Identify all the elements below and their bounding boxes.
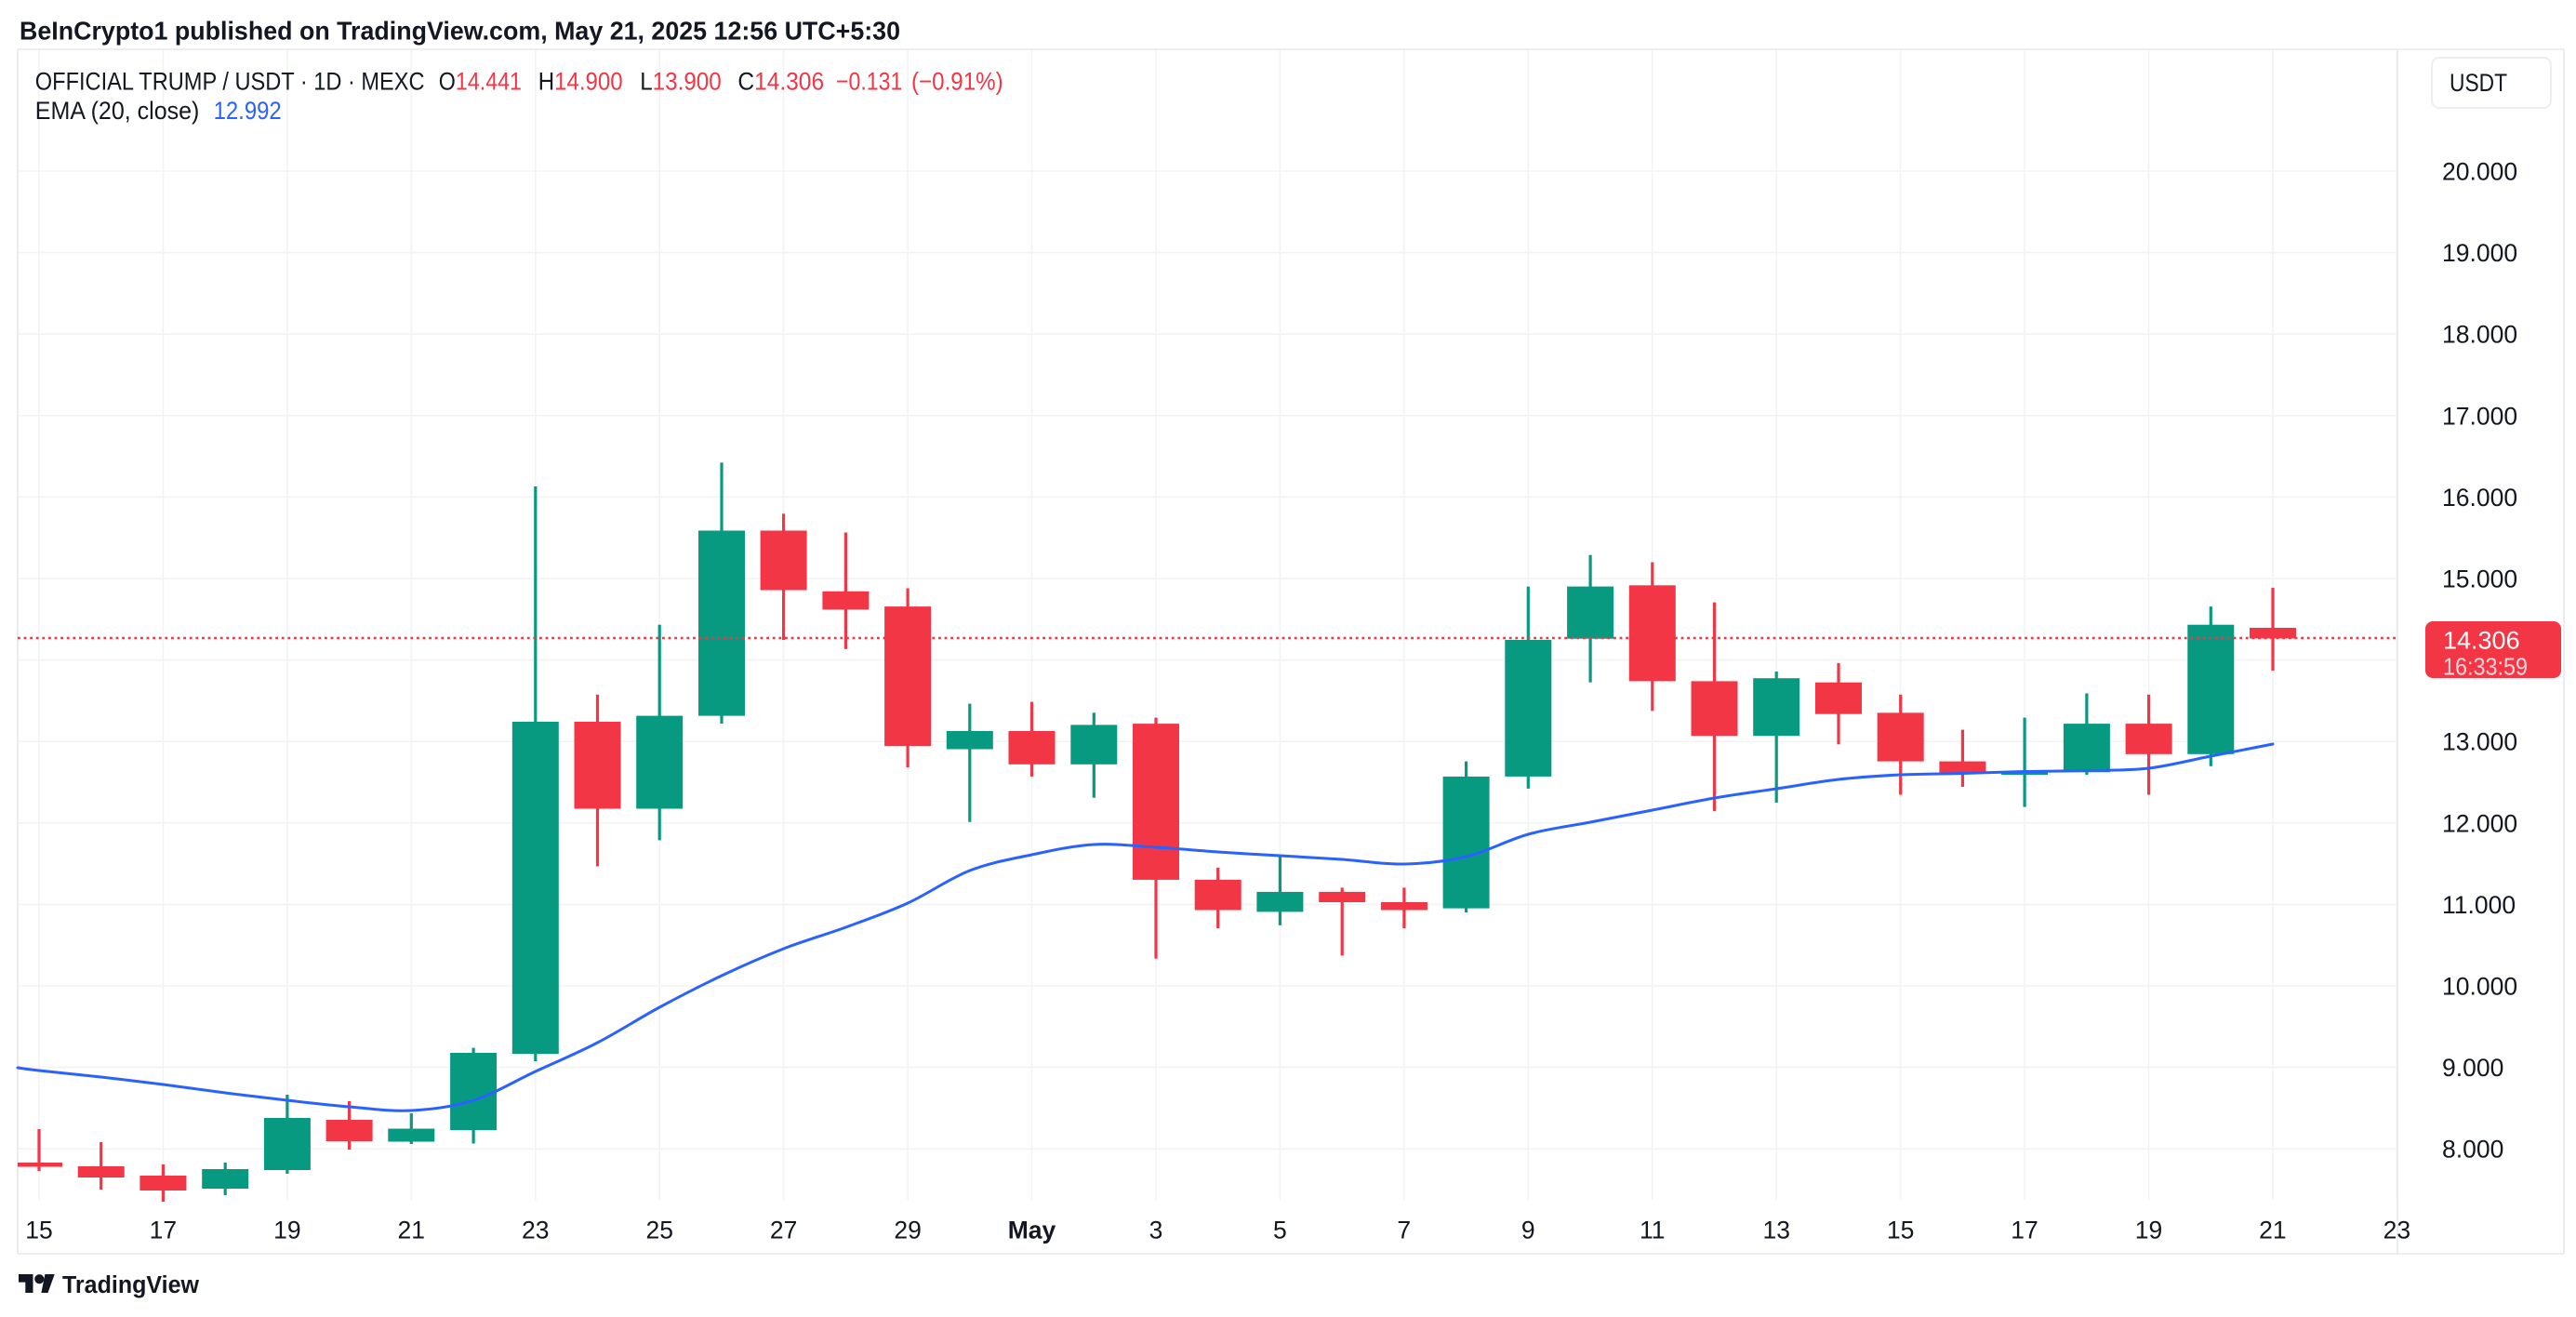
svg-text:16:33:59: 16:33:59 xyxy=(2443,655,2528,681)
svg-text:L13.900: L13.900 xyxy=(640,68,722,96)
svg-text:19: 19 xyxy=(273,1217,300,1244)
svg-text:8.000: 8.000 xyxy=(2442,1136,2503,1164)
svg-text:27: 27 xyxy=(770,1217,797,1244)
svg-text:21: 21 xyxy=(398,1217,425,1244)
svg-text:14.306: 14.306 xyxy=(2443,627,2520,655)
svg-text:17.000: 17.000 xyxy=(2442,402,2517,430)
svg-text:15: 15 xyxy=(25,1217,52,1244)
svg-text:15.000: 15.000 xyxy=(2442,565,2517,593)
svg-text:USDT: USDT xyxy=(2450,69,2507,97)
svg-text:10.000: 10.000 xyxy=(2442,973,2517,1001)
svg-text:25: 25 xyxy=(645,1217,672,1244)
svg-text:EMA (20, close): EMA (20, close) xyxy=(35,97,200,125)
svg-text:13.000: 13.000 xyxy=(2442,728,2517,756)
svg-text:O14.441: O14.441 xyxy=(439,68,522,96)
svg-text:12.000: 12.000 xyxy=(2442,809,2517,837)
svg-text:17: 17 xyxy=(2011,1217,2038,1244)
svg-text:23: 23 xyxy=(2383,1217,2410,1244)
svg-text:21: 21 xyxy=(2259,1217,2286,1244)
svg-text:16.000: 16.000 xyxy=(2442,484,2517,512)
svg-text:3: 3 xyxy=(1149,1217,1163,1244)
svg-text:−0.131: −0.131 xyxy=(836,68,902,96)
svg-text:11: 11 xyxy=(1640,1217,1666,1244)
svg-text:9: 9 xyxy=(1521,1217,1535,1244)
svg-text:11.000: 11.000 xyxy=(2442,891,2516,919)
svg-text:May: May xyxy=(1008,1217,1056,1244)
svg-text:17: 17 xyxy=(150,1217,177,1244)
svg-text:29: 29 xyxy=(894,1217,921,1244)
svg-text:TradingView: TradingView xyxy=(62,1272,199,1298)
svg-text:18.000: 18.000 xyxy=(2442,321,2517,349)
svg-text:19.000: 19.000 xyxy=(2442,239,2517,267)
svg-text:5: 5 xyxy=(1273,1217,1287,1244)
svg-text:7: 7 xyxy=(1397,1217,1411,1244)
svg-text:19: 19 xyxy=(2135,1217,2162,1244)
svg-text:BeInCrypto1 published on Tradi: BeInCrypto1 published on TradingView.com… xyxy=(20,17,900,46)
svg-text:15: 15 xyxy=(1887,1217,1914,1244)
svg-text:12.992: 12.992 xyxy=(214,97,282,125)
svg-text:13: 13 xyxy=(1762,1217,1789,1244)
svg-text:20.000: 20.000 xyxy=(2442,158,2517,186)
svg-text:H14.900: H14.900 xyxy=(538,68,623,96)
svg-text:C14.306: C14.306 xyxy=(737,68,824,96)
svg-text:(−0.91%): (−0.91%) xyxy=(911,68,1003,96)
svg-text:9.000: 9.000 xyxy=(2442,1054,2503,1082)
svg-text:23: 23 xyxy=(522,1217,549,1244)
svg-text:OFFICIAL TRUMP / USDT · 1D · M: OFFICIAL TRUMP / USDT · 1D · MEXC xyxy=(35,68,425,96)
